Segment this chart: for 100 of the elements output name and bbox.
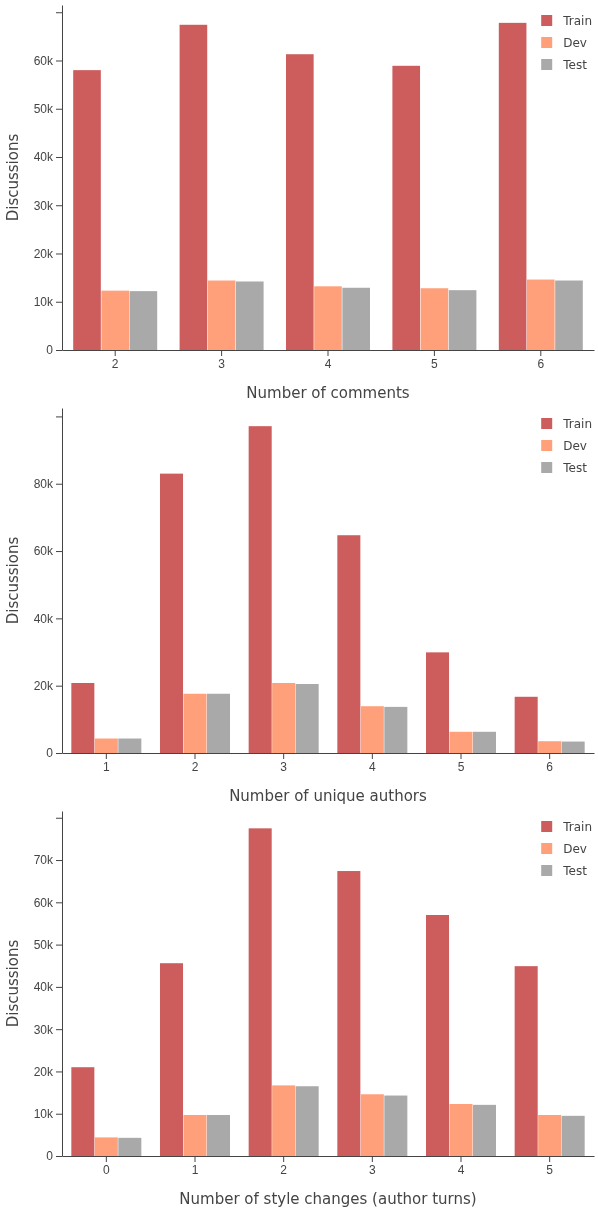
x-tick-label: 4 (368, 759, 376, 774)
y-tick-label: 40k (33, 980, 54, 995)
y-tick-label: 70k (33, 853, 54, 868)
bar (206, 693, 230, 753)
y-axis-title: Discussions (4, 536, 22, 625)
bar (337, 535, 361, 753)
bar (449, 1104, 473, 1156)
legend-label: Train (562, 417, 592, 431)
x-axis-title: Number of comments (246, 384, 410, 402)
y-tick-label: 40k (33, 150, 54, 165)
bar (160, 963, 184, 1156)
bar (360, 706, 384, 753)
legend-label: Train (562, 14, 592, 28)
legend-label: Train (562, 820, 592, 834)
bar (94, 1137, 118, 1156)
bar (94, 738, 118, 753)
y-tick-label: 80k (33, 477, 54, 492)
y-tick-label: 0 (46, 746, 54, 761)
x-tick-label: 1 (102, 759, 110, 774)
legend-label: Dev (563, 842, 587, 856)
legend-label: Test (562, 58, 588, 72)
bar (183, 693, 207, 753)
bar (272, 1085, 296, 1156)
bar (295, 1086, 319, 1156)
legend-label: Dev (563, 36, 587, 50)
y-axis-title: Discussions (4, 939, 22, 1028)
bar (392, 65, 421, 350)
y-tick-label: 20k (33, 246, 54, 261)
bar (129, 291, 158, 350)
bar (472, 1104, 496, 1156)
bar (235, 281, 264, 350)
y-tick-label: 40k (33, 611, 54, 626)
x-tick-label: 0 (102, 1162, 110, 1177)
bar (538, 1114, 562, 1156)
y-tick-label: 0 (46, 343, 54, 358)
x-tick-label: 5 (546, 1162, 554, 1177)
bar (179, 24, 208, 350)
y-tick-label: 30k (33, 198, 54, 213)
y-tick-label: 20k (33, 679, 54, 694)
bar (426, 915, 450, 1156)
bar (420, 288, 449, 350)
bar (561, 741, 585, 753)
x-tick-label: 6 (546, 759, 554, 774)
x-tick-label: 1 (191, 1162, 199, 1177)
x-tick-label: 4 (324, 356, 332, 371)
bar (118, 1137, 142, 1156)
bar (514, 696, 538, 753)
x-axis-title: Number of style changes (author turns) (179, 1190, 477, 1208)
bar (118, 738, 142, 753)
y-tick-label: 60k (33, 53, 54, 68)
legend-label: Dev (563, 439, 587, 453)
bar (426, 652, 450, 753)
bar (360, 1094, 384, 1156)
x-tick-label: 4 (457, 1162, 465, 1177)
x-axis-title: Number of unique authors (229, 787, 428, 805)
y-tick-label: 20k (33, 1064, 54, 1079)
y-tick-label: 60k (33, 895, 54, 910)
x-tick-label: 3 (280, 759, 288, 774)
bar (160, 473, 184, 753)
bar (449, 731, 473, 753)
bar (101, 290, 130, 350)
bar (71, 682, 95, 753)
y-tick-label: 0 (46, 1149, 54, 1164)
bar (206, 1114, 230, 1156)
bar (561, 1115, 585, 1156)
bar (183, 1114, 207, 1156)
bar (384, 706, 408, 753)
bar (342, 287, 370, 350)
bar (295, 684, 319, 753)
x-tick-label: 2 (111, 356, 119, 371)
y-tick-label: 50k (33, 102, 54, 117)
bar (71, 1067, 95, 1156)
bar (472, 731, 496, 753)
bar (526, 279, 555, 350)
x-tick-label: 5 (431, 356, 439, 371)
bar (314, 286, 342, 350)
bar (207, 280, 236, 350)
x-tick-label: 2 (280, 1162, 288, 1177)
x-tick-label: 3 (368, 1162, 376, 1177)
x-tick-label: 6 (537, 356, 545, 371)
x-tick-label: 5 (457, 759, 465, 774)
bar (498, 22, 527, 350)
x-tick-label: 2 (191, 759, 199, 774)
x-tick-label: 3 (218, 356, 226, 371)
bar (337, 871, 361, 1156)
y-tick-label: 60k (33, 544, 54, 559)
bar (555, 280, 583, 350)
legend-label: Test (562, 864, 588, 878)
bar (286, 54, 314, 350)
bar (272, 682, 296, 753)
bar (384, 1095, 408, 1156)
y-tick-label: 10k (33, 295, 54, 310)
bar (538, 741, 562, 753)
bar (514, 966, 538, 1156)
legend-label: Test (562, 461, 588, 475)
y-tick-label: 10k (33, 1107, 54, 1122)
y-axis-title: Discussions (4, 133, 22, 222)
bar (73, 70, 101, 350)
y-tick-label: 30k (33, 1022, 54, 1037)
y-tick-label: 50k (33, 937, 54, 952)
